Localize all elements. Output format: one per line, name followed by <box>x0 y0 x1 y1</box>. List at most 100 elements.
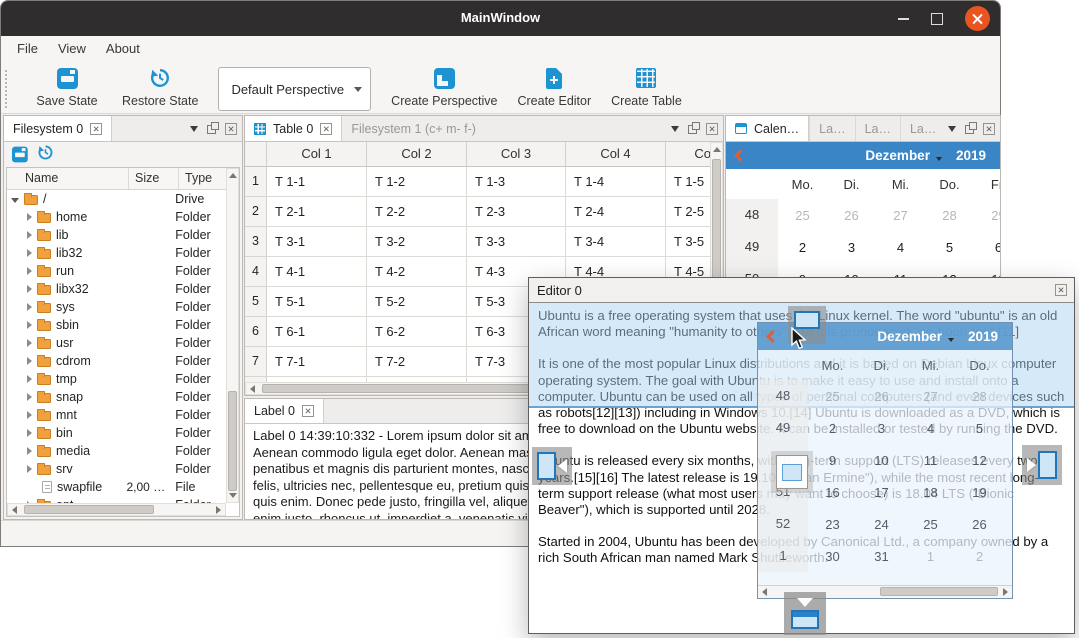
table-cell[interactable]: T 7-1 <box>267 347 367 377</box>
column-type[interactable]: Type <box>185 171 213 185</box>
tree-row[interactable]: cdrom Folder <box>7 352 226 370</box>
tab-calendar-0[interactable]: Calen… <box>726 116 810 141</box>
close-button[interactable] <box>965 6 990 31</box>
table-cell[interactable]: T 5-1 <box>267 287 367 317</box>
table-cell[interactable]: T 3-5 <box>666 227 723 257</box>
calendar-day[interactable]: 26 <box>844 207 859 223</box>
calendar-day[interactable]: 29 <box>991 207 1000 223</box>
tab-label-1[interactable]: La… <box>809 116 854 141</box>
restore-icon[interactable] <box>37 144 54 166</box>
table-column-header[interactable]: Col 2 <box>367 142 467 166</box>
dock-float-icon[interactable] <box>207 121 219 134</box>
year-button[interactable]: 2019 <box>955 148 986 163</box>
tree-horizontal-scrollbar[interactable] <box>7 503 226 516</box>
tab-label-3[interactable]: La… <box>899 116 945 141</box>
drop-indicator-left[interactable] <box>532 447 572 485</box>
scroll-left-icon[interactable] <box>12 506 17 514</box>
expander-icon[interactable] <box>27 501 32 503</box>
perspective-select[interactable]: Default Perspective <box>218 67 372 111</box>
tab-close-icon[interactable] <box>302 405 315 417</box>
expander-icon[interactable] <box>27 321 32 329</box>
tree-row[interactable]: usr Folder <box>7 334 226 352</box>
editor-close-icon[interactable] <box>1055 284 1067 296</box>
tree-row[interactable]: lib Folder <box>7 226 226 244</box>
scrollbar-thumb[interactable] <box>24 505 154 514</box>
row-header[interactable]: 2 <box>245 197 267 227</box>
tree-row[interactable]: tmp Folder <box>7 370 226 388</box>
tree-row[interactable]: sys Folder <box>7 298 226 316</box>
dock-close-icon[interactable] <box>225 123 237 135</box>
table-cell[interactable]: T 1-3 <box>467 167 566 197</box>
calendar-day[interactable]: 3 <box>847 239 856 255</box>
maximize-button[interactable] <box>931 12 943 25</box>
scrollbar-thumb[interactable] <box>228 391 237 491</box>
tree-row[interactable]: / Drive <box>7 190 226 208</box>
table-cell[interactable]: T 2-4 <box>566 197 666 227</box>
create-editor-button[interactable]: Create Editor <box>517 66 591 108</box>
create-perspective-button[interactable]: Create Perspective <box>391 66 497 108</box>
tab-close-icon[interactable] <box>320 122 333 135</box>
table-cell[interactable]: T 3-1 <box>267 227 367 257</box>
table-cell[interactable]: T 3-2 <box>367 227 467 257</box>
month-button[interactable]: Dezember <box>865 148 930 163</box>
table-column-header[interactable]: Col 1 <box>267 142 367 166</box>
menu-about[interactable]: About <box>105 41 140 56</box>
tree-row[interactable]: opt Folder <box>7 496 226 503</box>
tree-vertical-scrollbar[interactable] <box>226 168 239 503</box>
table-cell[interactable]: T 4-3 <box>467 257 566 287</box>
expander-icon[interactable] <box>27 447 32 455</box>
expander-icon[interactable] <box>27 267 32 275</box>
expander-icon[interactable] <box>27 339 32 347</box>
expander-icon[interactable] <box>11 197 19 203</box>
tab-table-0[interactable]: Table 0 <box>245 116 343 141</box>
expander-icon[interactable] <box>27 411 32 419</box>
dock-float-icon[interactable] <box>688 121 700 134</box>
minimize-button[interactable] <box>898 17 909 20</box>
expander-icon[interactable] <box>27 303 32 311</box>
table-cell[interactable]: T 1-5 <box>666 167 723 197</box>
expander-icon[interactable] <box>27 465 32 473</box>
tree-row[interactable]: snap Folder <box>7 388 226 406</box>
column-size[interactable]: Size <box>129 168 179 189</box>
calendar-day[interactable]: 5 <box>945 239 954 255</box>
scroll-right-icon[interactable] <box>216 506 221 514</box>
restore-state-button[interactable]: Restore State <box>122 66 198 108</box>
table-cell[interactable]: T 1-1 <box>267 167 367 197</box>
row-header[interactable]: 7 <box>245 347 267 377</box>
drop-indicator-center[interactable] <box>771 451 813 493</box>
calendar-day[interactable]: 28 <box>942 207 957 223</box>
table-cell[interactable]: T 7-2 <box>367 347 467 377</box>
tree-row[interactable]: bin Folder <box>7 424 226 442</box>
tree-row[interactable]: sbin Folder <box>7 316 226 334</box>
table-cell[interactable]: T 6-1 <box>267 317 367 347</box>
tab-label-0[interactable]: Label 0 <box>245 399 325 423</box>
expander-icon[interactable] <box>27 213 32 221</box>
expander-icon[interactable] <box>27 357 32 365</box>
tab-close-icon[interactable] <box>90 122 103 135</box>
dock-menu-icon[interactable] <box>190 126 198 132</box>
create-table-button[interactable]: Create Table <box>611 66 682 108</box>
drop-indicator-bottom[interactable] <box>784 592 826 635</box>
dock-close-icon[interactable] <box>706 123 718 135</box>
tree-row[interactable]: lib32 Folder <box>7 244 226 262</box>
expander-icon[interactable] <box>27 375 32 383</box>
table-cell[interactable]: T 2-2 <box>367 197 467 227</box>
title-bar[interactable]: MainWindow <box>1 1 1000 36</box>
column-name[interactable]: Name <box>7 168 129 189</box>
toolbar-drag-handle[interactable] <box>5 70 10 108</box>
table-cell[interactable]: T 2-1 <box>267 197 367 227</box>
expander-icon[interactable] <box>27 393 32 401</box>
tree-row[interactable]: swapfile 2,00 … File <box>7 478 226 496</box>
tree-row[interactable]: libx32 Folder <box>7 280 226 298</box>
dock-close-icon[interactable] <box>983 123 995 135</box>
drop-indicator-right[interactable] <box>1022 445 1062 485</box>
expander-icon[interactable] <box>27 231 32 239</box>
save-state-button[interactable]: Save State <box>32 66 102 108</box>
row-header[interactable]: 4 <box>245 257 267 287</box>
tree-row[interactable]: run Folder <box>7 262 226 280</box>
calendar-day[interactable]: 27 <box>893 207 908 223</box>
expander-icon[interactable] <box>27 429 32 437</box>
dock-float-icon[interactable] <box>965 121 977 134</box>
table-cell[interactable]: T 2-5 <box>666 197 723 227</box>
row-header[interactable]: 1 <box>245 167 267 197</box>
